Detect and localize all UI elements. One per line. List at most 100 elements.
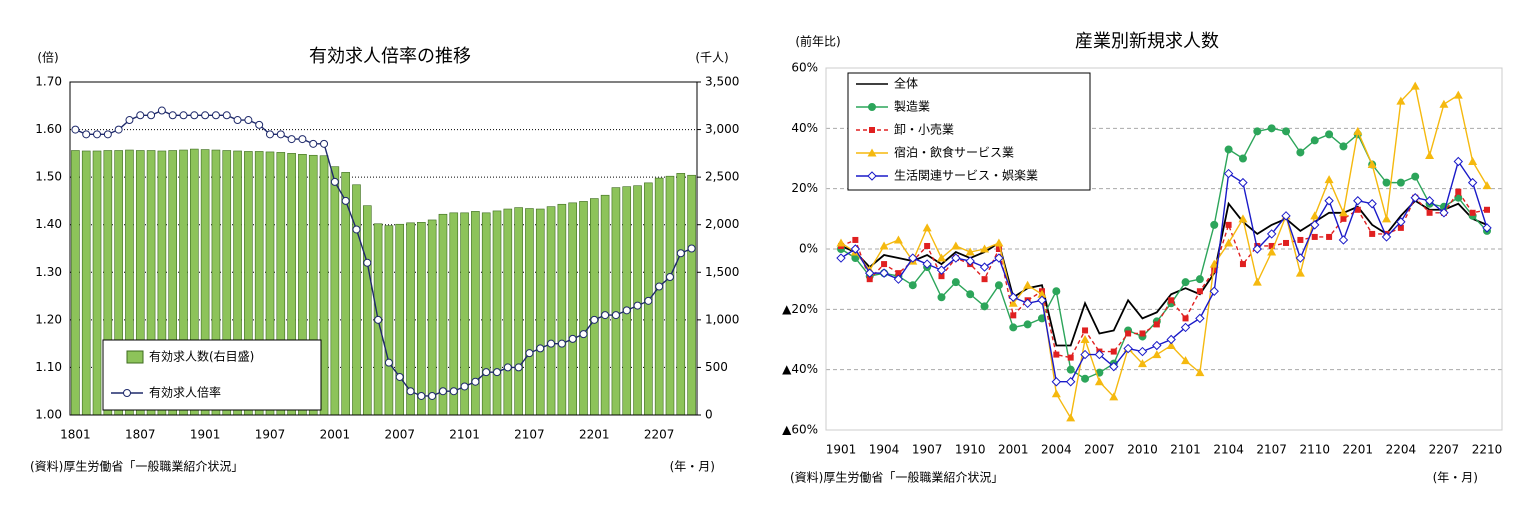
marker [1295,268,1305,277]
marker [980,302,989,311]
marker [1411,172,1420,181]
marker [395,372,404,381]
marker [114,125,123,134]
y-tick-label: 0% [799,242,818,256]
marker [557,339,566,348]
marker [1324,175,1334,184]
marker [1166,334,1176,345]
marker [428,391,437,400]
marker [1382,214,1392,223]
marker [1253,127,1262,136]
marker [471,377,480,386]
plot-frame [825,67,1503,431]
marker [611,311,620,320]
x-unit: (年・月) [1433,471,1478,485]
marker [951,241,961,250]
marker [1009,323,1018,332]
bar [633,185,642,416]
bar [395,223,405,416]
marker [1052,287,1061,296]
marker [1065,377,1076,387]
marker [1008,292,1018,302]
marker [893,235,903,244]
marker [1297,236,1304,243]
marker [568,334,577,343]
bar [352,184,361,416]
line [840,127,1488,380]
marker [1439,99,1449,108]
bar [665,175,675,416]
marker [201,111,210,120]
x-tick-label: 2201 [579,428,610,442]
marker [1180,322,1191,333]
marker [1354,206,1361,213]
marker [1139,330,1146,337]
marker [309,139,318,148]
x-tick-label: 1801 [60,428,91,442]
marker [965,256,975,266]
x-tick-label: 1907 [255,428,286,442]
source: (資料)厚生労働省「一般職業紹介状況」 [30,459,243,474]
marker [865,268,875,278]
marker [179,111,188,120]
marker [1268,242,1275,249]
marker [951,278,960,287]
x-tick-label: 2201 [1343,443,1374,457]
marker [633,301,642,310]
legend-marker [868,103,876,111]
legend-marker [123,389,131,397]
marker [1310,136,1319,145]
y-tick-label: 1.60 [35,122,62,136]
marker [1109,392,1119,401]
bar [514,207,523,416]
marker [298,135,307,144]
marker [908,253,918,263]
y-tick-label: 60% [791,61,818,75]
y2-tick-label: 1,500 [705,265,739,279]
marker [881,261,888,268]
marker [981,276,988,283]
marker [352,225,361,234]
marker [965,247,975,256]
line [840,84,1488,420]
marker [1338,208,1348,217]
x-tick-label: 1910 [955,443,986,457]
marker [879,268,889,278]
marker [82,130,91,139]
marker [1339,142,1348,151]
marker [601,311,610,320]
marker [1137,359,1147,368]
marker [1338,235,1349,245]
y-tick-label: 1.30 [35,265,62,279]
marker [1051,377,1062,387]
marker [1081,374,1090,383]
marker [1482,223,1492,233]
marker [1166,341,1176,350]
marker [1181,356,1191,365]
x-tick-label: 1807 [125,428,156,442]
y-unit: (倍) [37,50,58,65]
marker [93,130,102,139]
marker [1367,199,1377,209]
y2-tick-label: 2,000 [705,217,739,231]
x-tick-label: 2101 [449,428,480,442]
marker [676,249,685,258]
marker [922,259,932,269]
chart-title: 産業別新規求人数 [1075,31,1219,52]
marker [1210,220,1219,229]
x-tick-label: 2107 [1256,443,1287,457]
marker [157,106,166,115]
legend-label: 生活関連サービス・娯楽業 [894,169,1038,183]
bar [676,173,686,416]
y2-tick-label: 3,000 [705,122,739,136]
bar [590,198,599,416]
marker [136,111,145,120]
x-tick-label: 2001 [320,428,351,442]
marker [1066,365,1075,374]
x-tick-label: 2007 [1084,443,1115,457]
x-tick-label: 2007 [384,428,415,442]
marker [1340,215,1347,222]
y2-tick-label: 3,500 [705,75,739,89]
marker [406,387,415,396]
bar [481,212,491,416]
